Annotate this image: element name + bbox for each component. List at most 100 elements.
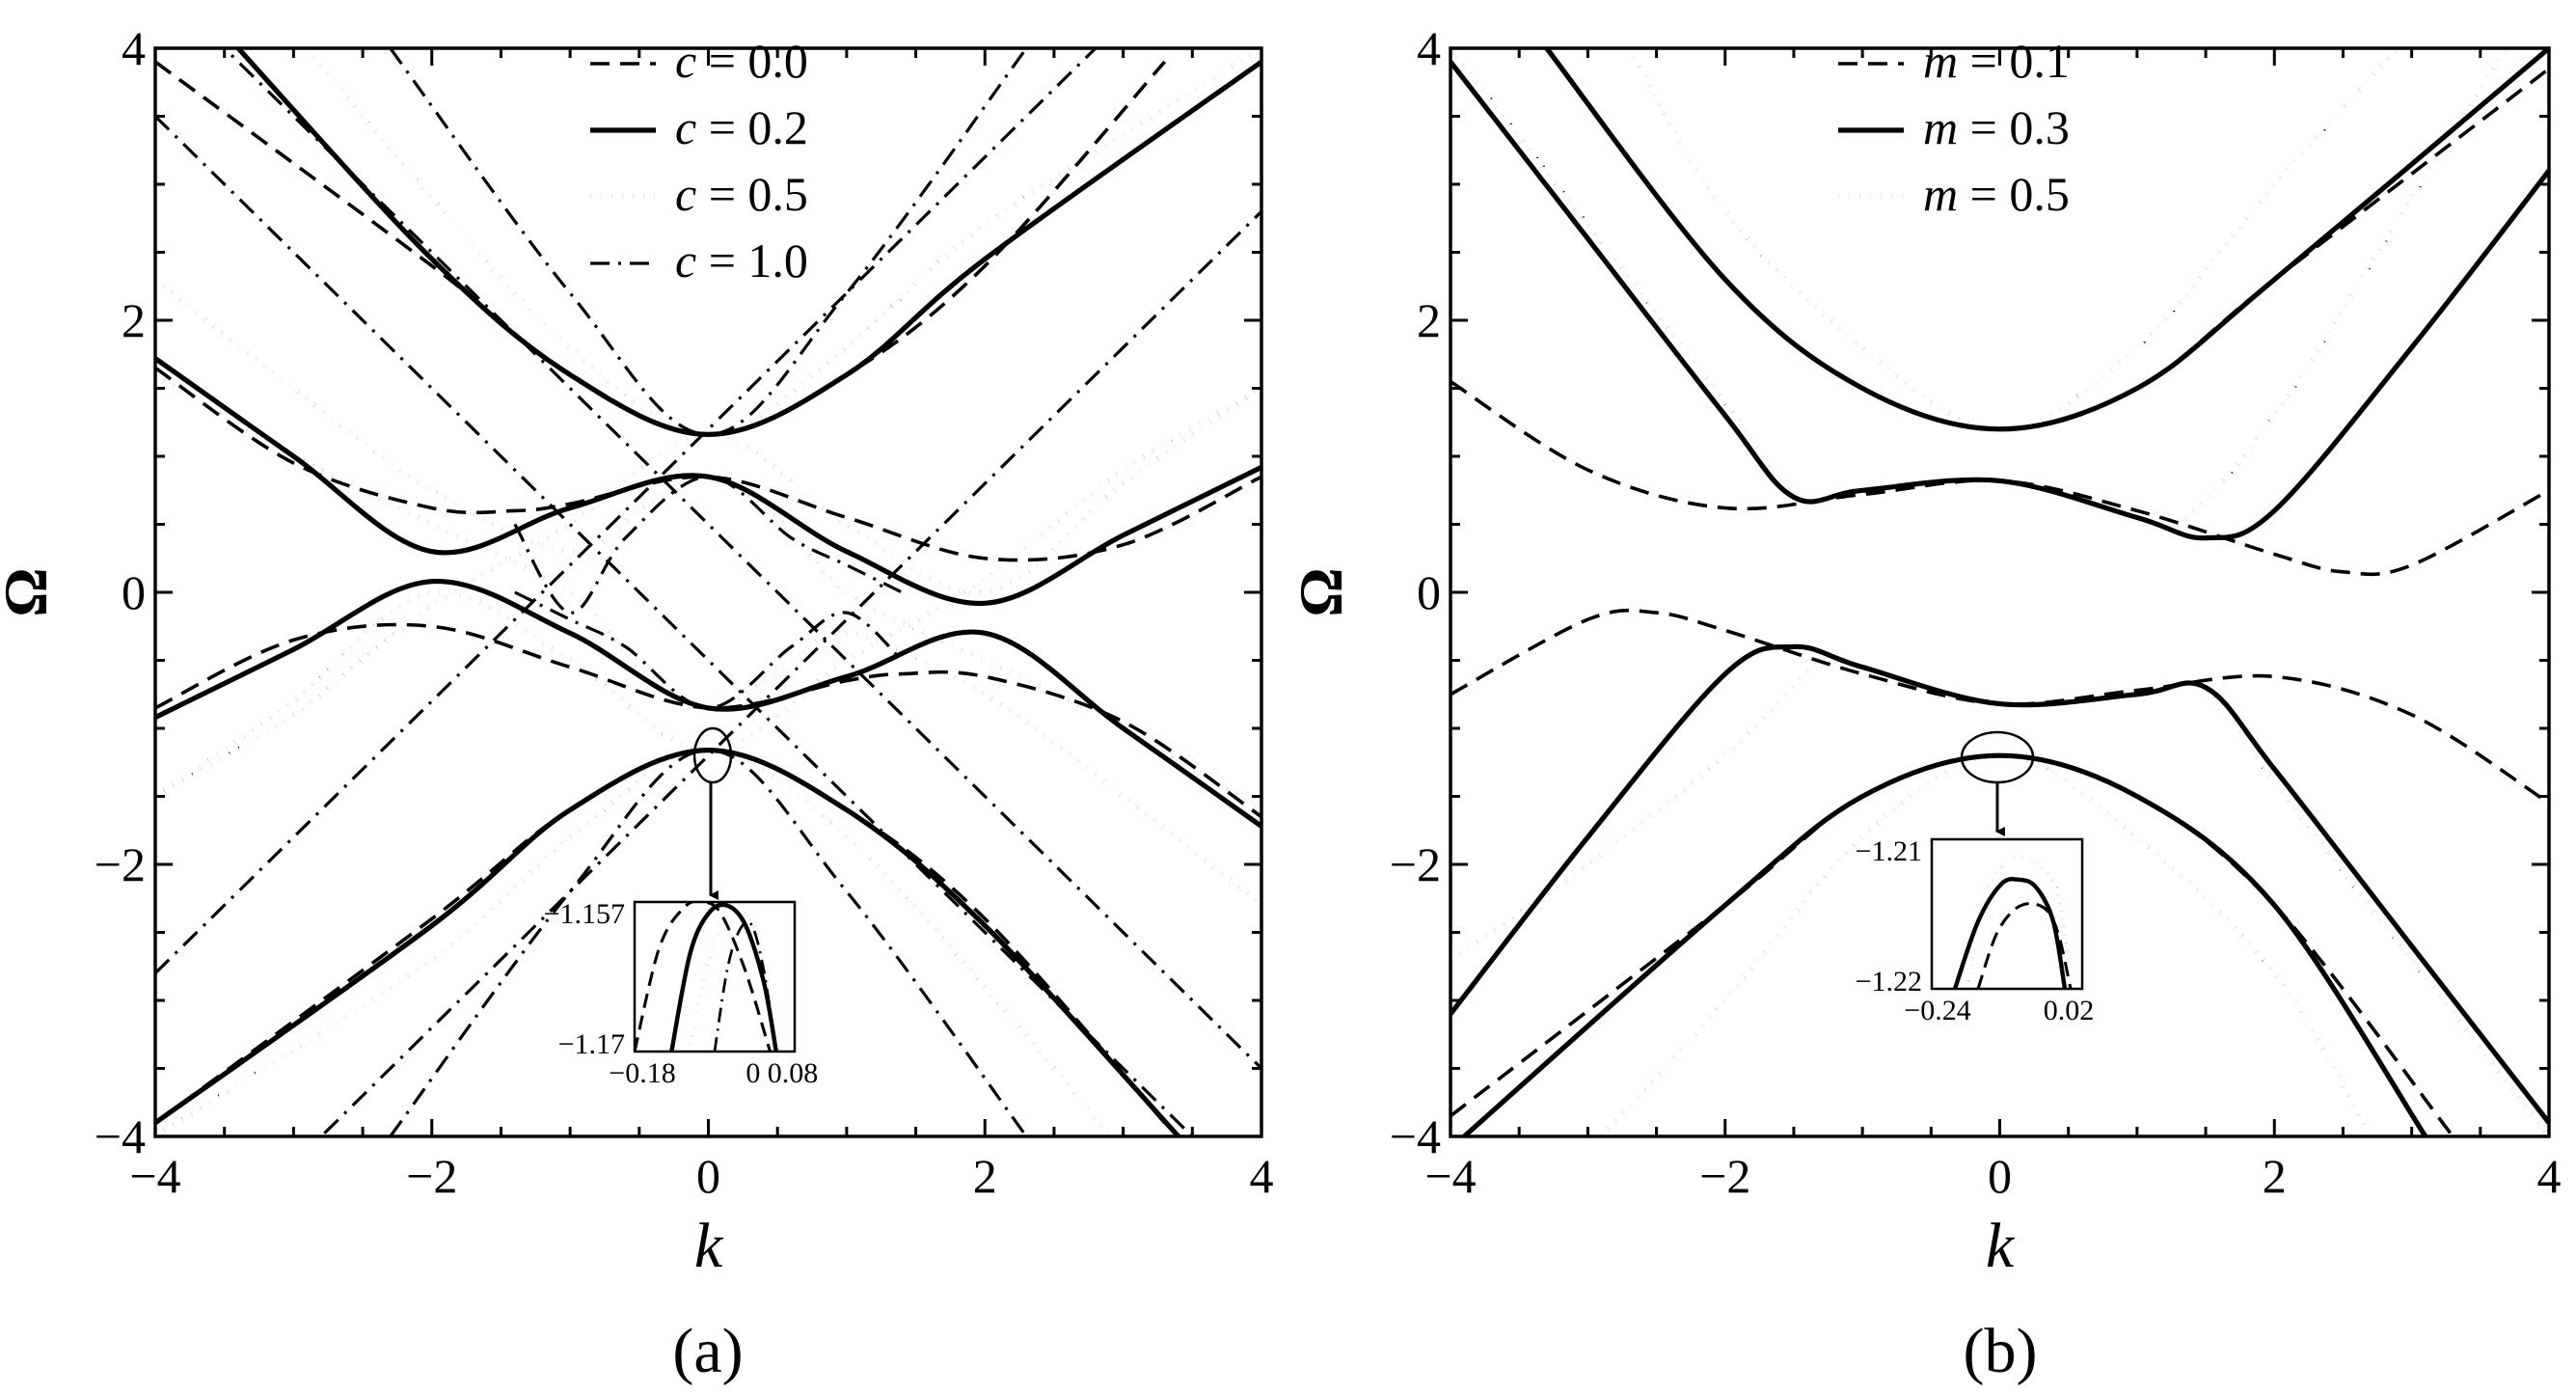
y-axis-label: Ω — [0, 567, 60, 616]
legend-value: 0.2 — [747, 100, 808, 154]
legend-variable: c — [675, 167, 696, 221]
tick-labels: −4 −2 0 2 4 −4 −2 0 2 4 — [1390, 21, 2562, 1203]
curves — [1451, 48, 2549, 1136]
curve-dashdot-6 — [513, 475, 903, 615]
x-tick-label: 2 — [973, 1149, 997, 1203]
x-tick-label: 0 — [1988, 1149, 2012, 1203]
curve-dashdot-0 — [155, 115, 1195, 1136]
curve-dashed-2 — [155, 60, 1166, 437]
legend-variable: c — [675, 34, 696, 88]
x-tick-label: 4 — [1250, 1149, 1274, 1203]
zoom-ellipse — [1960, 730, 2035, 784]
y-tick-label: 4 — [122, 21, 146, 75]
inset-x-tick-label: 0.02 — [2044, 995, 2095, 1026]
curve-solid-3 — [1462, 752, 2428, 1136]
panel-label: (a) — [672, 1316, 743, 1386]
legend-equals: = — [1958, 34, 2009, 88]
inset-curves — [635, 902, 778, 1052]
inset-y-tick-label: −1.22 — [1856, 966, 1922, 998]
legend-value: 1.0 — [747, 233, 808, 287]
inset-curve-dashed — [1976, 902, 2073, 989]
curve-dashdot-3 — [222, 48, 1261, 1070]
inset: −1.157 −1.17−0.18 0 0.08 — [544, 898, 819, 1089]
legend-entry: m = 0.5 — [1923, 167, 2070, 221]
curve-dashed-0 — [155, 366, 1261, 562]
y-tick-label: 4 — [1417, 21, 1441, 75]
curve-solid-1 — [155, 579, 1261, 829]
legend-variable: m — [1923, 34, 1958, 88]
y-tick-label: −4 — [95, 1109, 146, 1163]
inset-x-tick-label: −0.18 — [609, 1057, 675, 1089]
legend-entry: m = 0.1 — [1923, 34, 2070, 88]
curve-dashed-1 — [1451, 608, 2549, 806]
legend: m = 0.1m = 0.3m = 0.5 — [1838, 34, 2070, 221]
legend-equals: = — [696, 34, 747, 88]
zoom-ellipse — [692, 726, 733, 784]
curve-solid-1 — [1451, 643, 2549, 1125]
curve-dashdot-1 — [155, 48, 1098, 974]
x-axis-label: k — [1986, 1211, 2016, 1281]
x-axis-label: k — [694, 1211, 724, 1281]
legend-equals: = — [696, 233, 747, 287]
legend-equals: = — [1958, 167, 2009, 221]
panel-label: (b) — [1964, 1316, 2038, 1386]
curve-dotted-0 — [155, 277, 1261, 812]
x-tick-label: −2 — [406, 1149, 457, 1203]
inset-curves — [1952, 854, 2074, 989]
curves — [155, 48, 1261, 1136]
y-tick-label: 0 — [1417, 565, 1441, 619]
curve-solid-2 — [236, 48, 1261, 437]
legend-value: 0.5 — [2009, 167, 2070, 221]
inset-y-tick-label: −1.17 — [558, 1028, 625, 1060]
x-tick-label: −4 — [129, 1149, 180, 1203]
legend: c = 0.0c = 0.2c = 0.5c = 1.0 — [590, 34, 808, 287]
legend-value: 0.0 — [747, 34, 808, 88]
legend-entry: m = 0.3 — [1923, 100, 2070, 154]
curve-dotted-3 — [155, 386, 1261, 799]
x-tick-label: 2 — [2263, 1149, 2287, 1203]
legend-entry: c = 0.5 — [675, 167, 808, 221]
legend-entry: c = 0.2 — [675, 100, 808, 154]
inset-y-tick-label: −1.157 — [544, 898, 625, 930]
legend-equals: = — [696, 100, 747, 154]
y-tick-label: −2 — [95, 837, 146, 891]
y-tick-label: 0 — [122, 565, 146, 619]
inset-curve-dashdot — [713, 920, 778, 1052]
curve-dotted-1 — [155, 372, 1261, 908]
y-axis-label: Ω — [1287, 567, 1355, 616]
legend-entry: c = 0.0 — [675, 34, 808, 88]
inset-x-tick-label: 0.08 — [768, 1057, 819, 1089]
curve-solid-3 — [155, 748, 1180, 1136]
inset-x-tick-label: 0 — [746, 1057, 760, 1089]
legend-variable: c — [675, 100, 696, 154]
legend-equals: = — [696, 167, 747, 221]
curve-dotted-2 — [155, 386, 1261, 799]
inset-frame — [1930, 837, 2084, 991]
legend-equals: = — [1958, 100, 2009, 154]
curve-dashed-1 — [155, 622, 1261, 819]
legend-variable: c — [675, 233, 696, 287]
inset-curve-dashed — [635, 902, 772, 1052]
x-tick-label: −4 — [1424, 1149, 1476, 1203]
curve-dashed-0 — [1451, 379, 2549, 577]
y-tick-label: −4 — [1390, 1109, 1441, 1163]
legend-entry: c = 1.0 — [675, 233, 808, 287]
inset-curve-solid — [669, 902, 778, 1052]
legend-value: 0.1 — [2009, 34, 2070, 88]
legend-value: 0.3 — [2009, 100, 2070, 154]
legend-value: 0.5 — [747, 167, 808, 221]
curve-dashdot-2 — [318, 210, 1261, 1136]
curve-solid-2 — [1544, 48, 2549, 432]
y-tick-label: 2 — [122, 293, 146, 347]
tick-labels: −4 −2 0 2 4 −4 −2 0 2 4 — [95, 21, 1274, 1203]
ticks — [1449, 46, 2551, 1138]
legend-variable: m — [1923, 100, 1958, 154]
inset-x-tick-label: −0.24 — [1904, 995, 1970, 1026]
inset-frame — [633, 900, 797, 1053]
x-tick-label: −2 — [1699, 1149, 1750, 1203]
inset-y-tick-label: −1.21 — [1856, 835, 1922, 867]
y-tick-label: −2 — [1390, 837, 1441, 891]
